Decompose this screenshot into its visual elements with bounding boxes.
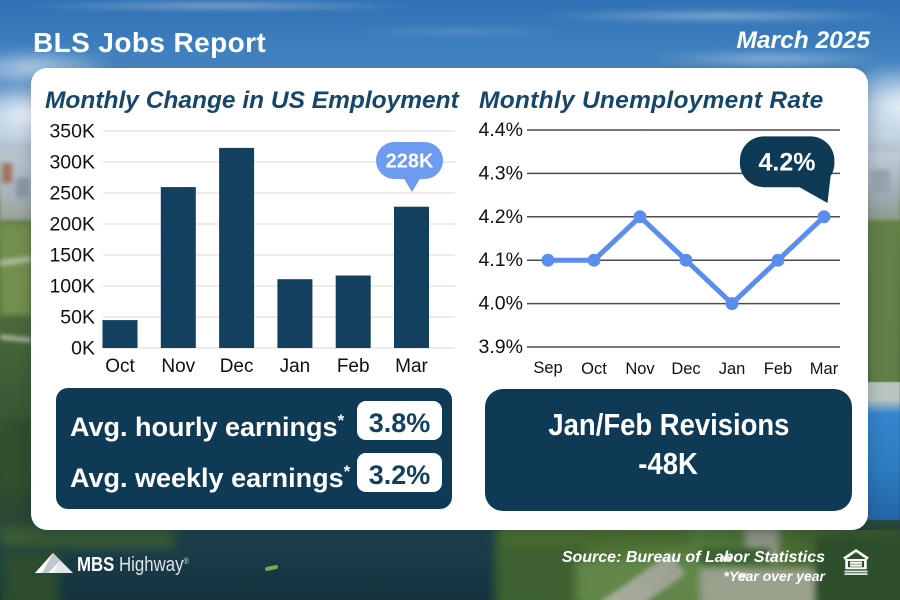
svg-text:250K: 250K: [49, 183, 95, 205]
svg-text:0K: 0K: [71, 338, 95, 360]
svg-text:200K: 200K: [49, 214, 95, 236]
svg-text:Feb: Feb: [764, 360, 792, 378]
svg-text:Dec: Dec: [671, 360, 700, 378]
svg-text:50K: 50K: [60, 307, 95, 329]
svg-text:4.1%: 4.1%: [479, 249, 523, 271]
svg-text:150K: 150K: [49, 245, 95, 267]
svg-text:Mar: Mar: [395, 356, 428, 377]
svg-text:4.4%: 4.4%: [479, 119, 523, 141]
svg-text:4.3%: 4.3%: [479, 162, 523, 184]
svg-text:4.2%: 4.2%: [479, 206, 523, 228]
svg-text:Mar: Mar: [810, 360, 839, 378]
svg-text:4.2%: 4.2%: [759, 149, 816, 177]
svg-text:Oct: Oct: [581, 360, 607, 378]
svg-text:Feb: Feb: [337, 356, 370, 377]
svg-text:350K: 350K: [49, 121, 95, 143]
svg-text:Jan: Jan: [280, 356, 311, 377]
svg-text:300K: 300K: [49, 152, 95, 174]
svg-text:Nov: Nov: [625, 360, 655, 378]
svg-text:Nov: Nov: [161, 356, 195, 377]
svg-text:228K: 228K: [386, 151, 434, 173]
svg-text:3.9%: 3.9%: [479, 336, 523, 358]
svg-text:Jan: Jan: [719, 360, 746, 378]
svg-text:100K: 100K: [49, 276, 95, 298]
svg-text:Oct: Oct: [105, 356, 135, 377]
svg-text:4.0%: 4.0%: [479, 293, 523, 315]
svg-text:Dec: Dec: [220, 356, 254, 377]
svg-text:Sep: Sep: [533, 359, 562, 377]
